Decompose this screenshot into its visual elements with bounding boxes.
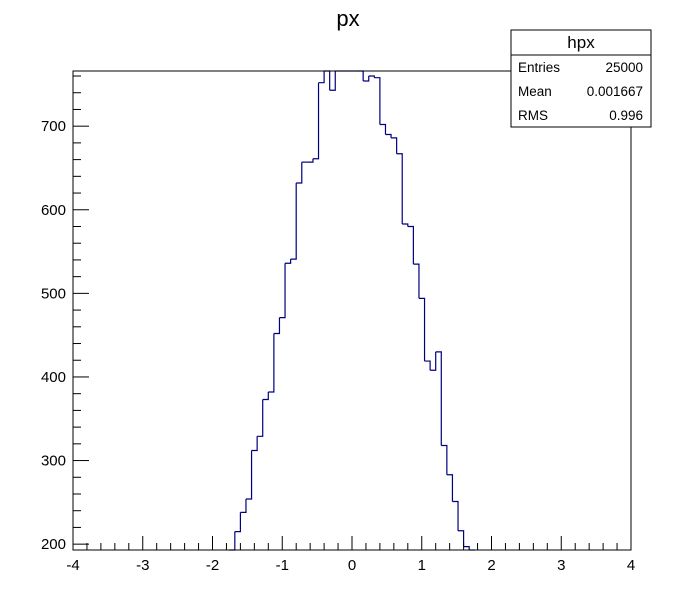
histogram-bin	[251, 436, 258, 452]
histogram-bin	[290, 183, 297, 260]
chart-title: px	[336, 6, 359, 31]
histogram-bin	[245, 450, 253, 500]
histogram-bin	[441, 444, 448, 475]
x-tick-label: -4	[66, 557, 79, 574]
histogram-bin	[396, 153, 403, 224]
histogram-bin	[385, 133, 392, 138]
y-tick-label: 300	[41, 453, 66, 470]
x-tick-label: 2	[487, 557, 495, 574]
histogram-bin	[229, 531, 236, 551]
histogram-bin	[391, 137, 398, 154]
histogram-bin	[329, 71, 336, 91]
histogram-bin	[374, 77, 381, 125]
y-tick-label: 500	[41, 285, 66, 302]
histogram-bin	[402, 223, 409, 227]
histogram-layer	[229, 70, 475, 551]
histogram-bin	[268, 333, 275, 393]
histogram-bin	[312, 82, 320, 160]
x-tick-label: -3	[136, 557, 149, 574]
x-tick-label: 3	[557, 557, 565, 574]
histogram-bin	[458, 530, 465, 547]
y-tick-label: 400	[41, 369, 66, 386]
histogram-bin	[262, 392, 269, 401]
plot-frame	[72, 70, 632, 551]
histogram-bin	[357, 70, 364, 82]
y-tick-label: 700	[41, 118, 66, 135]
x-tick-label: 1	[418, 557, 426, 574]
histogram-bin	[296, 162, 303, 184]
stats-rms-value: 0.996	[609, 108, 643, 123]
histogram-bin	[273, 317, 281, 335]
x-tick-label: -2	[206, 557, 219, 574]
y-tick-label: 200	[41, 536, 66, 553]
stats-box: hpx Entries 25000 Mean 0.001667 RMS 0.99…	[510, 29, 652, 128]
histogram-bin	[463, 546, 470, 550]
stats-mean-value: 0.001667	[587, 84, 643, 99]
y-tick-label: 600	[41, 202, 66, 219]
stats-rms-label: RMS	[518, 108, 548, 123]
histogram-bin	[285, 259, 292, 264]
histogram-bin	[424, 360, 431, 371]
histogram-bin	[435, 351, 442, 446]
histogram-bin	[368, 75, 375, 78]
stats-entries-label: Entries	[518, 60, 560, 75]
histogram-bin	[418, 297, 426, 362]
stats-entries-value: 25000	[605, 60, 643, 75]
stats-mean-label: Mean	[518, 84, 552, 99]
histogram-bin	[452, 500, 459, 531]
stats-box-frame	[510, 29, 652, 128]
histogram-bin	[324, 70, 331, 91]
histogram-bin	[279, 263, 286, 319]
histogram-bin	[240, 499, 247, 513]
histogram-bin	[318, 71, 325, 84]
histogram-bin	[407, 225, 414, 265]
histogram-bin	[234, 512, 241, 533]
histogram-bin	[257, 399, 264, 437]
axes: -4 -3 -2 -1 0 1 2 3 4 200 300 400 500 600 700	[41, 70, 635, 574]
x-tick-label: 4	[627, 557, 635, 574]
histogram-bin	[413, 263, 420, 299]
histogram-bin	[446, 474, 454, 502]
stats-box-title: hpx	[567, 33, 595, 52]
histogram-bin	[379, 123, 387, 135]
x-tick-label: -1	[276, 557, 289, 574]
histogram-bin	[363, 76, 370, 82]
histogram-bin	[430, 351, 437, 371]
histogram-bin	[307, 158, 314, 163]
x-tick-label: 0	[348, 557, 356, 574]
